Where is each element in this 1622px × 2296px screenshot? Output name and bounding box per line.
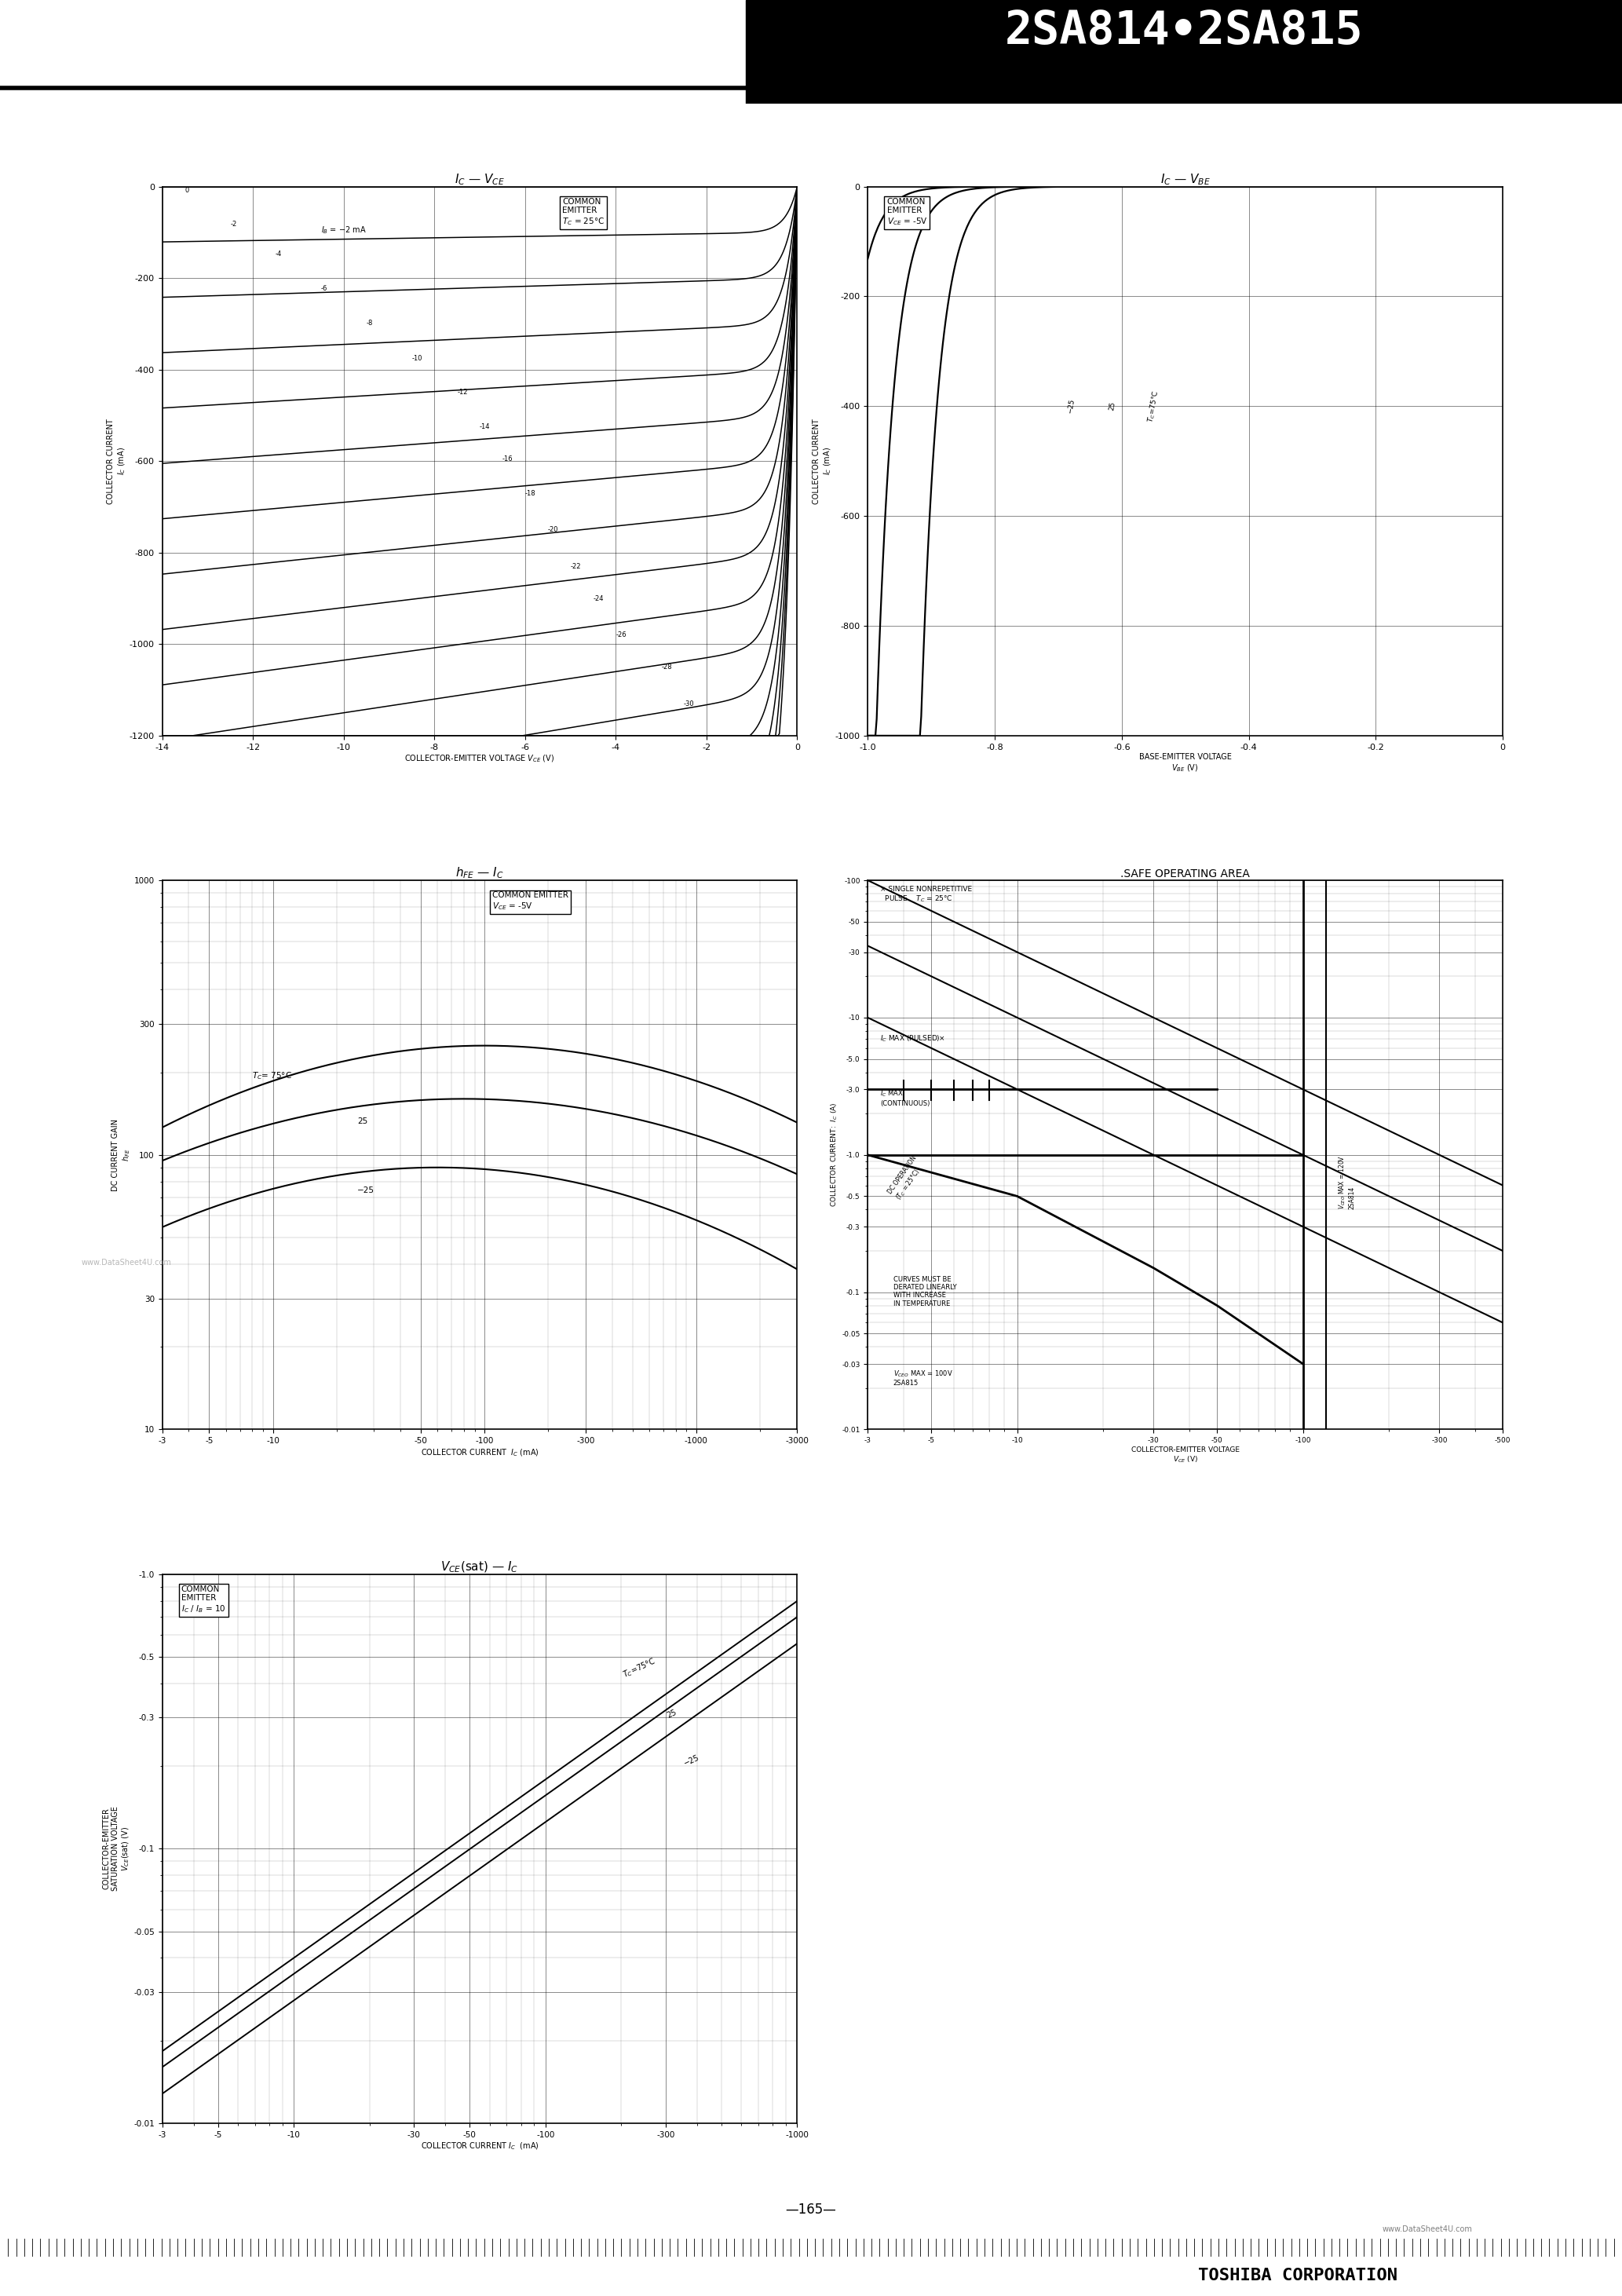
Text: —165—: —165—: [785, 2202, 837, 2218]
Text: $V_{CEO}$ MAX = 120V
2SA814: $V_{CEO}$ MAX = 120V 2SA814: [1338, 1155, 1356, 1210]
Text: $V_{CEO}$ MAX = 100V
2SA815: $V_{CEO}$ MAX = 100V 2SA815: [894, 1368, 952, 1387]
Text: 0: 0: [185, 186, 190, 193]
Text: $T_C$=75°C: $T_C$=75°C: [621, 1655, 657, 1681]
Text: $I_B$ = −2 mA: $I_B$ = −2 mA: [321, 225, 367, 234]
Text: TOSHIBA CORPORATION: TOSHIBA CORPORATION: [1197, 2268, 1398, 2285]
Text: −25: −25: [1066, 397, 1075, 413]
Text: -28: -28: [662, 664, 672, 670]
Text: -20: -20: [548, 526, 558, 533]
Text: -30: -30: [684, 700, 694, 707]
Text: $I_C$ MAX (PULSED)×: $I_C$ MAX (PULSED)×: [881, 1033, 946, 1045]
Text: $I_C$ MAX
(CONTINUOUS): $I_C$ MAX (CONTINUOUS): [881, 1088, 931, 1107]
Text: COMMON
EMITTER
$V_{CE}$ = -5V: COMMON EMITTER $V_{CE}$ = -5V: [887, 197, 928, 227]
X-axis label: BASE-EMITTER VOLTAGE
$V_{BE}$ (V): BASE-EMITTER VOLTAGE $V_{BE}$ (V): [1139, 753, 1231, 774]
X-axis label: COLLECTOR-EMITTER VOLTAGE $V_{CE}$ (V): COLLECTOR-EMITTER VOLTAGE $V_{CE}$ (V): [404, 753, 555, 765]
Text: −25: −25: [683, 1754, 701, 1768]
Text: 25: 25: [1108, 402, 1116, 411]
Y-axis label: COLLECTOR CURRENT
$I_C$ (mA): COLLECTOR CURRENT $I_C$ (mA): [813, 418, 832, 503]
Text: -16: -16: [503, 455, 513, 461]
Text: www.DataSheet4U.com: www.DataSheet4U.com: [81, 1258, 172, 1267]
Text: COMMON
EMITTER
$I_C$ / $I_B$ = 10: COMMON EMITTER $I_C$ / $I_B$ = 10: [182, 1584, 225, 1614]
Title: $I_C$ — $V_{CE}$: $I_C$ — $V_{CE}$: [454, 172, 504, 186]
Text: CURVES MUST BE
DERATED LINEARLY
WITH INCREASE
IN TEMPERATURE: CURVES MUST BE DERATED LINEARLY WITH INC…: [894, 1277, 957, 1306]
Text: -18: -18: [526, 489, 535, 496]
Text: 2SA814•2SA815: 2SA814•2SA815: [1004, 9, 1364, 53]
X-axis label: COLLECTOR CURRENT $I_C$  (mA): COLLECTOR CURRENT $I_C$ (mA): [420, 2140, 539, 2151]
Text: × SINGLE NONREPETITIVE
  PULSE    $T_C$ = 25°C: × SINGLE NONREPETITIVE PULSE $T_C$ = 25°…: [881, 886, 973, 905]
Text: COMMON
EMITTER
$T_C$ = 25°C: COMMON EMITTER $T_C$ = 25°C: [563, 197, 605, 227]
Text: $T_C$=75°C: $T_C$=75°C: [1145, 390, 1161, 422]
Text: COMMON EMITTER
$V_{CE}$ = -5V: COMMON EMITTER $V_{CE}$ = -5V: [493, 891, 569, 912]
Text: -8: -8: [367, 319, 373, 326]
Text: -4: -4: [276, 250, 282, 257]
Title: $I_C$ — $V_{BE}$: $I_C$ — $V_{BE}$: [1160, 172, 1210, 186]
Text: www.DataSheet4U.com: www.DataSheet4U.com: [1382, 2225, 1473, 2232]
Text: -26: -26: [616, 631, 626, 638]
Y-axis label: COLLECTOR CURRENT:  $I_C$ (A): COLLECTOR CURRENT: $I_C$ (A): [830, 1102, 840, 1208]
Text: -6: -6: [321, 285, 328, 292]
Text: -12: -12: [457, 388, 467, 395]
Title: .SAFE OPERATING AREA: .SAFE OPERATING AREA: [1121, 868, 1251, 879]
Y-axis label: DC CURRENT GAIN
$h_{FE}$: DC CURRENT GAIN $h_{FE}$: [112, 1118, 131, 1192]
Bar: [746, 0, 1622, 103]
Text: DC OPERATION
($T_C$ = 25°C): DC OPERATION ($T_C$ = 25°C): [887, 1155, 928, 1203]
X-axis label: COLLECTOR CURRENT  $I_C$ (mA): COLLECTOR CURRENT $I_C$ (mA): [420, 1446, 539, 1458]
Title: $V_{CE}$(sat) — $I_C$: $V_{CE}$(sat) — $I_C$: [441, 1559, 519, 1575]
Y-axis label: COLLECTOR-EMITTER
SATURATION VOLTAGE
$V_{CE}$(sat) (V): COLLECTOR-EMITTER SATURATION VOLTAGE $V_…: [102, 1807, 131, 1892]
Text: -2: -2: [230, 220, 237, 227]
Text: -24: -24: [594, 595, 603, 602]
Text: 25: 25: [665, 1708, 678, 1720]
Text: −25: −25: [357, 1187, 375, 1194]
Text: -10: -10: [412, 354, 422, 363]
Y-axis label: COLLECTOR CURRENT
$I_C$ (mA): COLLECTOR CURRENT $I_C$ (mA): [107, 418, 127, 503]
Text: -22: -22: [571, 563, 581, 569]
Title: $h_{FE}$ — $I_C$: $h_{FE}$ — $I_C$: [456, 866, 504, 879]
X-axis label: COLLECTOR-EMITTER VOLTAGE
$V_{CE}$ (V): COLLECTOR-EMITTER VOLTAGE $V_{CE}$ (V): [1131, 1446, 1239, 1465]
Text: -14: -14: [480, 422, 490, 429]
Text: 25: 25: [357, 1118, 368, 1125]
Text: $T_C$= 75°C: $T_C$= 75°C: [253, 1070, 292, 1081]
